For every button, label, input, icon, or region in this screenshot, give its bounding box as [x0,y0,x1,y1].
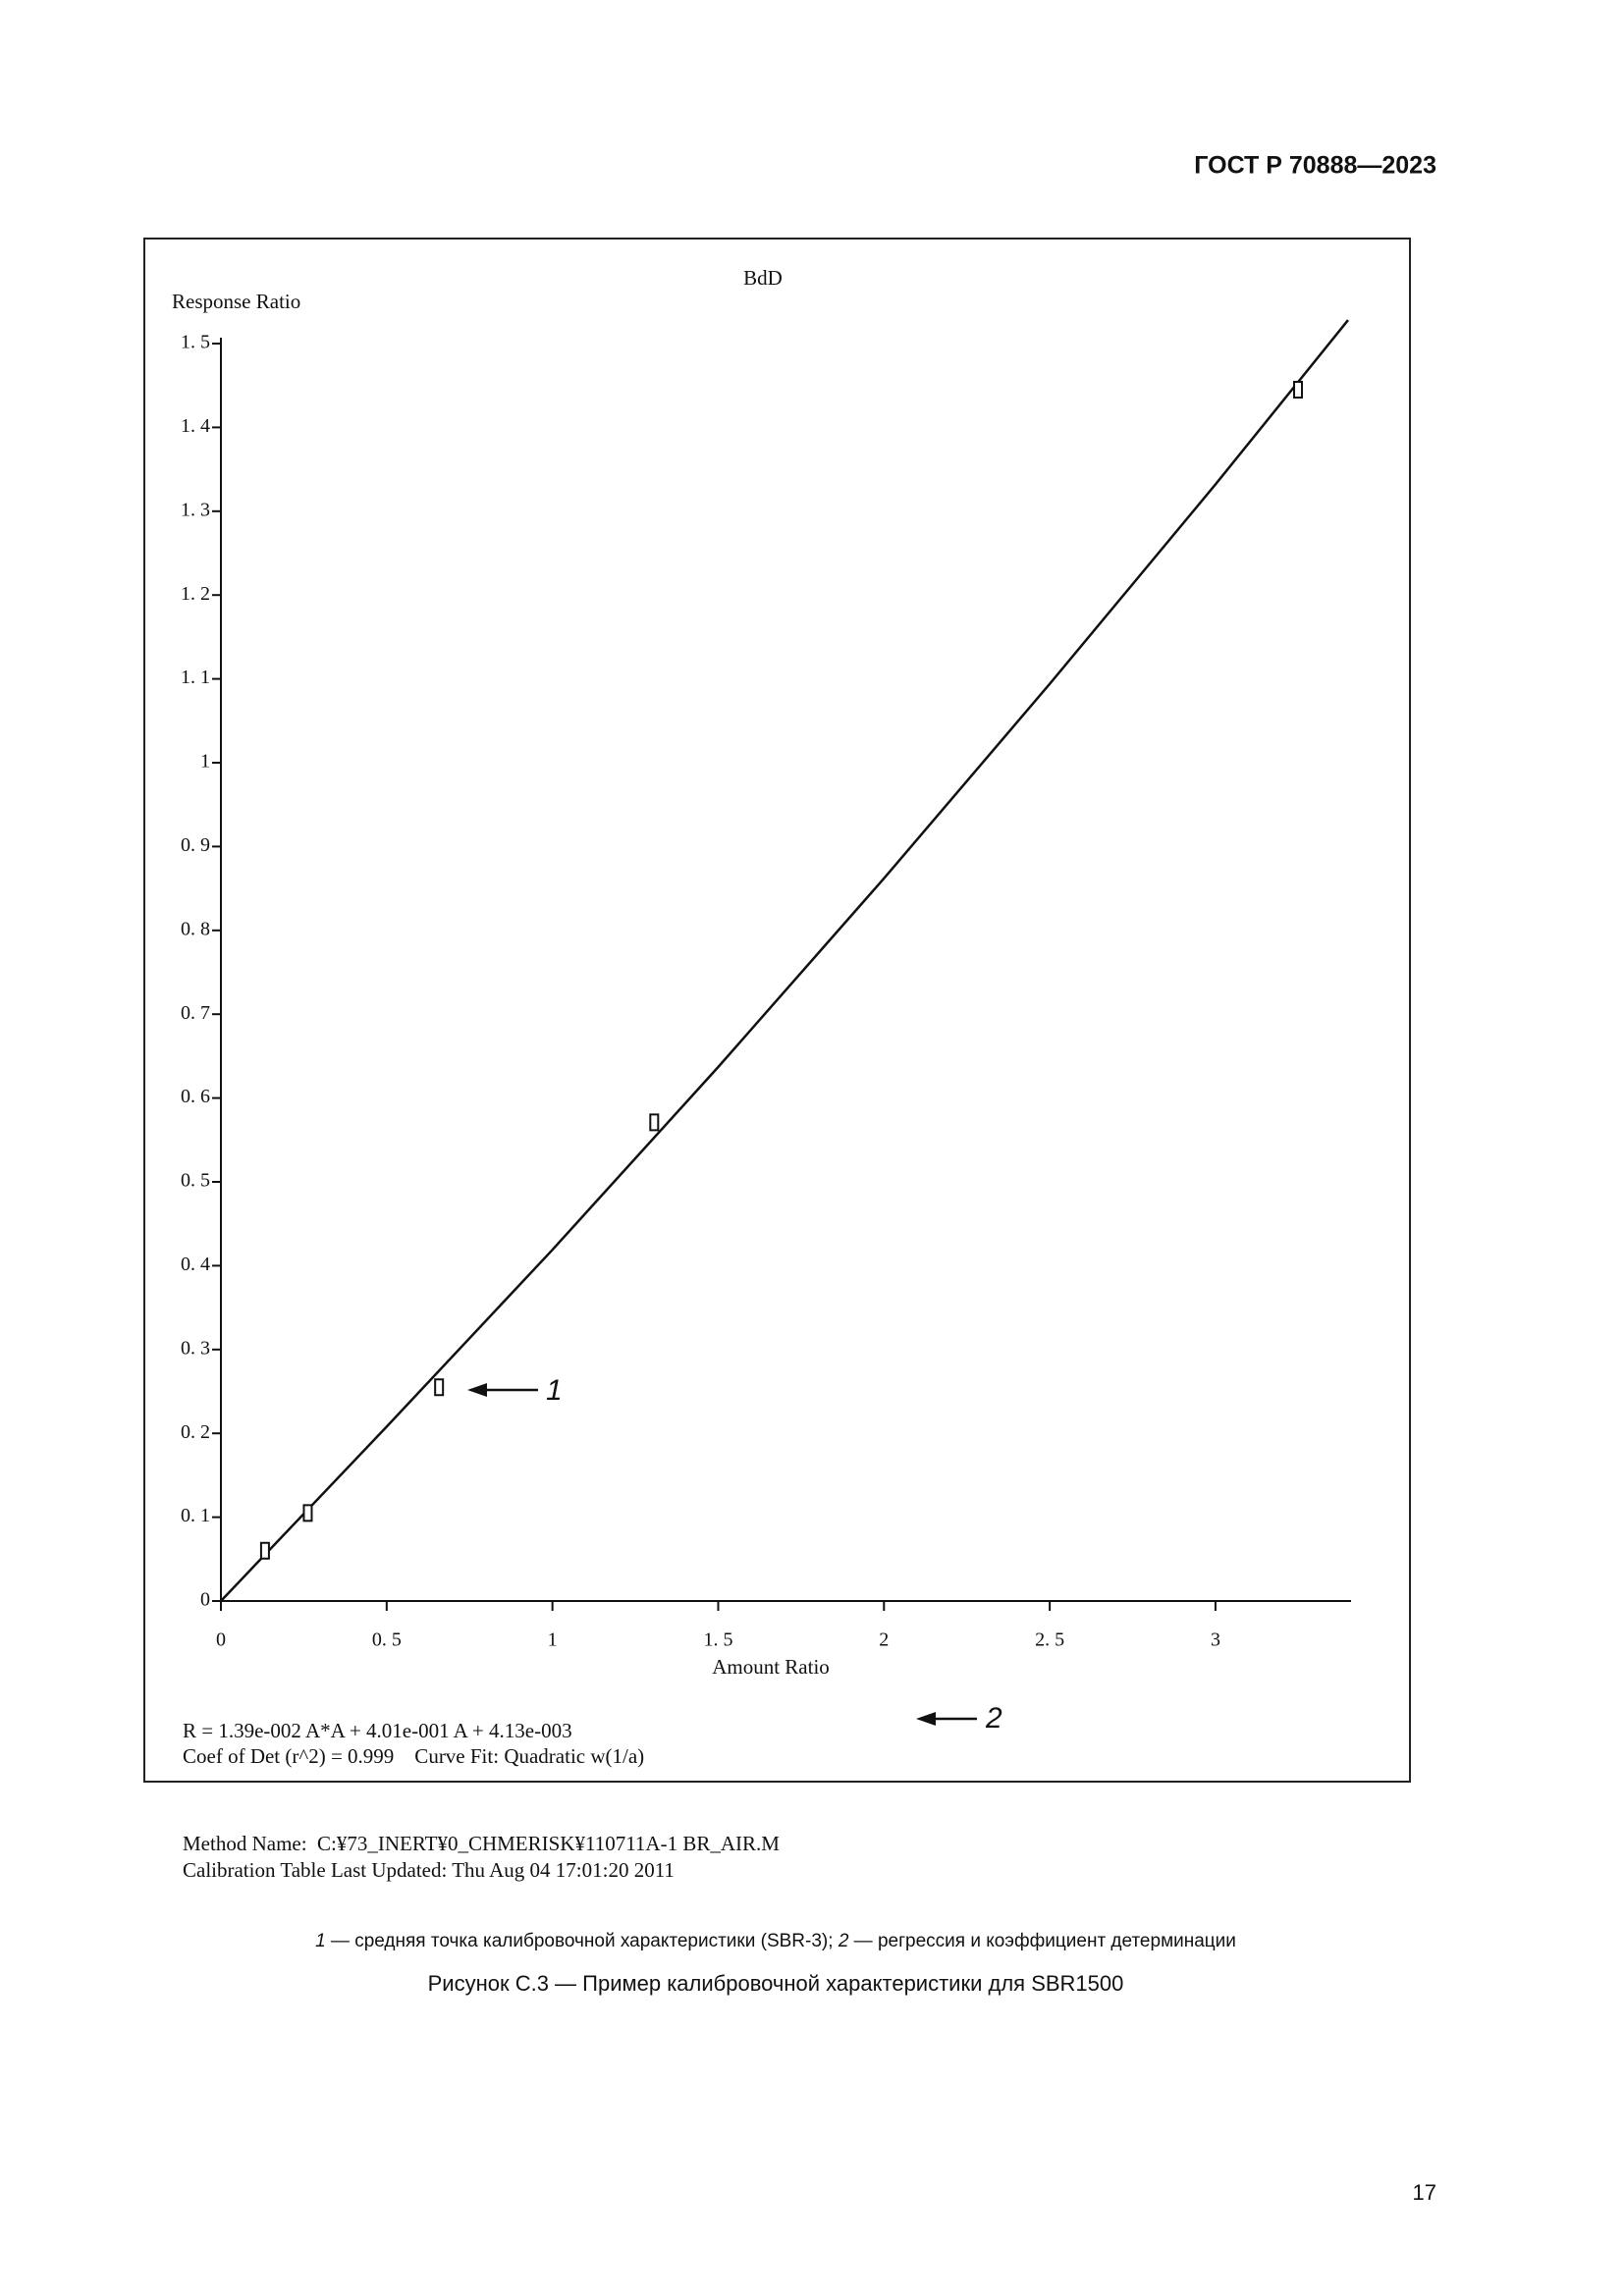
figure-note: 1 — средняя точка калибровочной характер… [315,1931,1236,1951]
method-line: Calibration Table Last Updated: Thu Aug … [183,1858,675,1882]
equation: R = 1.39e-002 A*A + 4.01e-001 A + 4.13e-… [183,1719,572,1742]
x-axis-label: Amount Ratio [712,1655,830,1679]
data-point [434,1378,445,1397]
page-number: 17 [1413,2180,1436,2205]
arrow-head [916,1712,936,1726]
x-tick-label: 2 [879,1629,889,1651]
y-tick-label: 1. 1 [181,667,210,688]
annotation: 1 [546,1374,563,1407]
y-tick-label: 0. 2 [181,1421,210,1443]
y-tick-label: 1. 4 [181,415,210,437]
x-tick-label: 0 [216,1629,226,1651]
y-tick-label: 0. 6 [181,1086,210,1107]
figure-frame [143,238,1411,1783]
annotation: 2 [985,1702,1002,1735]
y-tick-label: 0. 5 [181,1170,210,1192]
y-tick-label: 0. 9 [181,834,210,856]
fit-curve [220,319,1349,1602]
y-tick-label: 1. 2 [181,583,210,605]
note-key: 2 [838,1931,849,1951]
figure-caption: Рисунок С.3 — Пример калибровочной харак… [428,1971,1124,1996]
y-tick-label: 0 [200,1589,210,1611]
note-text: — средняя точка калибровочной характерис… [326,1931,839,1951]
x-tick-label: 2. 5 [1035,1629,1064,1651]
y-tick-label: 0. 1 [181,1505,210,1526]
y-tick-label: 0. 4 [181,1254,210,1275]
y-tick-label: 1 [200,751,210,773]
x-tick-label: 1. 5 [703,1629,732,1651]
equation: Coef of Det (r^2) = 0.999 Curve Fit: Qua… [183,1744,644,1768]
y-tick-label: 0. 7 [181,1002,210,1024]
note-text: — регрессия и коэффициент детерминации [848,1931,1236,1951]
data-point [649,1113,660,1132]
data-point [302,1504,313,1522]
method-line: Method Name: C:¥73_INERT¥0_CHMERISK¥1107… [183,1832,780,1855]
y-tick-label: 0. 8 [181,918,210,939]
chart-title: BdD [743,266,783,290]
y-tick-label: 1. 3 [181,499,210,520]
y-tick-label: 1. 5 [181,332,210,353]
x-tick-label: 1 [548,1629,558,1651]
arrow-head [467,1383,487,1397]
standard-header: ГОСТ Р 70888—2023 [1194,152,1436,180]
x-tick-label: 0. 5 [372,1629,402,1651]
note-key: 1 [315,1931,326,1951]
data-point [259,1541,270,1560]
y-tick-label: 0. 3 [181,1337,210,1359]
y-axis-label: Response Ratio [172,290,300,313]
x-tick-label: 3 [1211,1629,1220,1651]
data-point [1293,380,1304,399]
